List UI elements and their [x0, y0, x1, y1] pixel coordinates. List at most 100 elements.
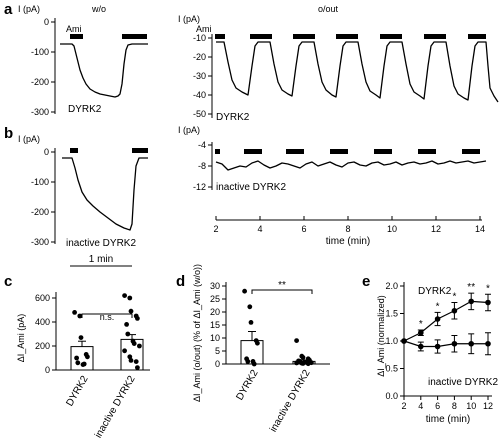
panel-b-left-ylabel: I (pA)	[18, 134, 40, 144]
data-point	[135, 365, 140, 370]
data-point	[248, 320, 254, 325]
panel-a-right-axis: I (pA) Ami -10 -20 -30 -40 -50	[178, 14, 213, 119]
panel-b-right-axis: I (pA) -4 -8 -12	[178, 125, 213, 192]
a-right-ylabel: I (pA)	[178, 14, 200, 24]
b-xtick-6: 14	[475, 224, 485, 234]
d-axis: 0 5 10 15 20 25 30	[210, 281, 330, 369]
b-left-tick-3: -300	[31, 237, 49, 247]
d-sig-label: **	[278, 280, 286, 291]
e-star: *	[436, 301, 440, 312]
data-point	[135, 316, 140, 321]
b-right-ylabel: I (pA)	[178, 125, 200, 135]
e-xtick-label: 4	[418, 401, 423, 411]
data-point	[75, 360, 81, 366]
data-point	[77, 313, 83, 319]
data-point	[128, 308, 134, 314]
b-right-trace	[215, 160, 487, 171]
panel-e-letter: e	[362, 273, 370, 290]
b-xtick-2: 6	[301, 224, 306, 234]
b-right-tick-0: -4	[198, 140, 206, 150]
data-point	[72, 310, 77, 315]
data-point	[74, 355, 79, 361]
c-tick-1: 200	[35, 341, 50, 351]
e-point	[451, 307, 458, 314]
b-scale-label: 1 min	[89, 254, 113, 265]
a-ami-bar-1	[70, 34, 83, 39]
e-star: *	[419, 319, 423, 330]
b-right-trace-label: inactive DYRK2	[216, 182, 286, 193]
d-tick-2: 10	[210, 333, 220, 343]
data-point	[137, 343, 142, 349]
e-point	[401, 338, 407, 344]
data-point	[127, 295, 133, 301]
e-xtick-label: 12	[483, 401, 493, 411]
a-left-tick-2: -200	[31, 77, 49, 87]
c-tick-3: 600	[35, 293, 50, 303]
data-point	[133, 359, 139, 364]
data-point	[125, 331, 131, 337]
a-right-trace-label: DYRK2	[216, 112, 250, 123]
data-point	[122, 348, 127, 354]
data-point	[245, 359, 251, 364]
data-point	[305, 361, 311, 367]
a-left-trace	[60, 43, 148, 98]
panel-b-letter: b	[4, 125, 13, 142]
c-sig-bracket	[81, 313, 133, 318]
a-left-trace-label: DYRK2	[68, 104, 102, 115]
b-ami-bar-2	[132, 148, 148, 153]
b-right-tick-1: -8	[198, 161, 206, 171]
e-ytick-label: 1.0	[385, 336, 398, 346]
data-point	[128, 358, 134, 363]
b-xtick-0: 2	[213, 224, 218, 234]
e-star: **	[467, 282, 475, 293]
b-xtick-1: 4	[257, 224, 262, 234]
a-right-tick-0: -10	[193, 33, 206, 43]
b-right-tick-2: -12	[193, 182, 206, 192]
a-ami-bar-2	[122, 34, 147, 39]
a-right-ami: Ami	[196, 24, 212, 34]
e-ytick-label: 0.5	[385, 364, 398, 374]
e-xtick-label: 8	[452, 401, 457, 411]
data-point	[247, 304, 253, 310]
data-point	[124, 322, 129, 327]
e-star: *	[486, 283, 490, 294]
data-point	[242, 288, 248, 294]
e-series-a-label: DYRK2	[418, 286, 452, 297]
e-point	[468, 340, 475, 347]
data-point	[300, 355, 306, 360]
a-right-tick-2: -30	[193, 71, 206, 81]
e-x-title: time (min)	[426, 414, 470, 425]
e-point	[485, 340, 491, 347]
e-xtick-label: 2	[401, 401, 406, 411]
panel-d-letter: d	[176, 273, 185, 290]
data-point	[85, 354, 90, 360]
c-tick-0: 0	[45, 365, 50, 375]
panel-b-left-axis: 0 -100 -200 -300	[31, 147, 56, 247]
panel-c-letter: c	[4, 273, 12, 290]
e-point	[485, 299, 491, 306]
panel-a-left-ylabel: I (pA)	[18, 4, 40, 14]
data-point	[294, 338, 299, 343]
e-ytick-label: 1.5	[385, 309, 398, 319]
panel-a-letter: a	[4, 1, 13, 18]
panel-a-left-axis: 0 -100 -200 -300	[31, 17, 56, 117]
b-left-tick-1: -100	[31, 177, 49, 187]
e-series-b-label: inactive DYRK2	[428, 377, 498, 388]
b-time-axis: 2 4 6 8 10 12 14 time (min)	[213, 216, 485, 247]
e-star: *	[452, 292, 456, 303]
e-xtick-label: 10	[466, 401, 476, 411]
panel-a-wo-label: w/o	[91, 4, 106, 14]
d-tick-6: 30	[210, 281, 220, 291]
a-left-tick-1: -100	[31, 47, 49, 57]
e-ytick-label: 0.0	[385, 391, 398, 401]
c-ylabel: ΔI_Ami (pA)	[16, 314, 26, 363]
d-cat-0: DYRK2	[234, 368, 260, 403]
a-right-ami-bars	[215, 34, 486, 39]
data-point	[294, 360, 299, 366]
b-x-title: time (min)	[326, 236, 370, 247]
c-cat-0: DYRK2	[64, 374, 90, 409]
d-tick-0: 0	[215, 359, 220, 369]
data-point	[251, 361, 257, 367]
a-left-tick-3: -300	[31, 107, 49, 117]
d-ylabel: ΔI_Ami (o/out) (% of ΔI_Ami (w/o))	[192, 264, 202, 402]
